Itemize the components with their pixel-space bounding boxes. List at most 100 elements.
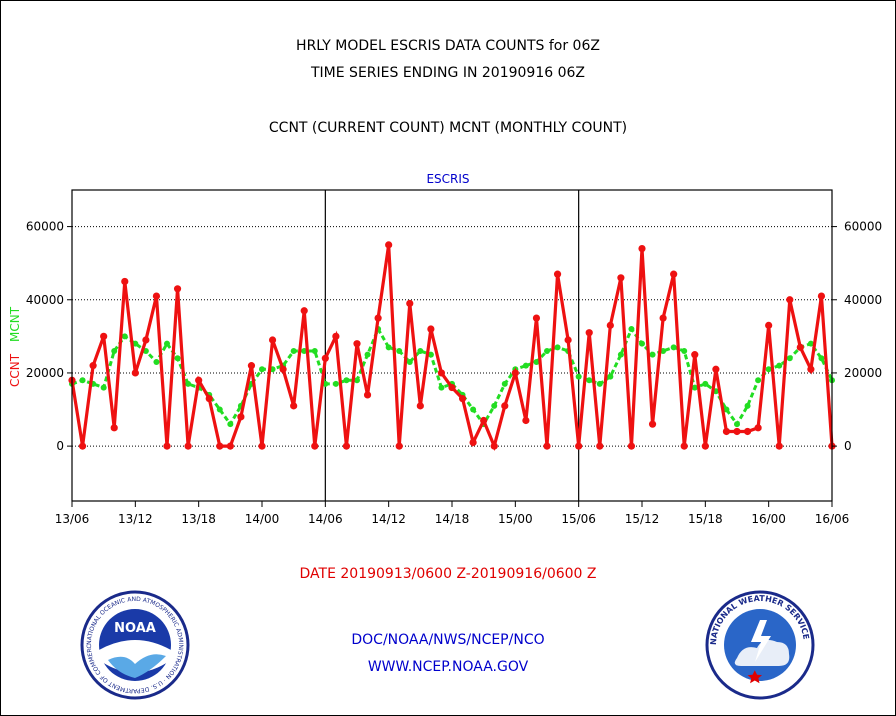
mcnt-point [491, 402, 498, 409]
ccnt-point [100, 332, 108, 340]
footer-website: WWW.NCEP.NOAA.GOV [367, 659, 529, 675]
mcnt-point [132, 340, 139, 347]
y-axis-label-ccnt: CCNT [8, 353, 22, 387]
ccnt-point [585, 329, 593, 337]
ccnt-point [142, 336, 150, 344]
ccnt-point [311, 442, 319, 450]
ccnt-point [480, 416, 488, 425]
ccnt-point [131, 369, 139, 377]
mcnt-point [470, 406, 477, 413]
ccnt-point [490, 442, 498, 450]
ccnt-point [701, 442, 709, 450]
mcnt-point [691, 384, 698, 391]
ccnt-point [722, 427, 731, 436]
x-tick-label: 13/06 [55, 512, 90, 526]
nws-logo: NATIONAL WEATHER SERVICE [705, 590, 815, 700]
mcnt-point [533, 358, 540, 365]
noaa-logo: NATIONAL OCEANIC AND ATMOSPHERIC ADMINIS… [78, 585, 190, 700]
mcnt-point [100, 384, 107, 391]
mcnt-point [586, 377, 593, 384]
ccnt-point [469, 438, 477, 447]
ccnt-point [733, 427, 741, 436]
ccnt-point [754, 424, 762, 432]
ccnt-point [691, 351, 699, 359]
mcnt-point [596, 380, 603, 387]
x-tick-label: 15/06 [561, 512, 596, 526]
ccnt-point [247, 362, 256, 370]
ccnt-point [522, 416, 530, 425]
ccnt-point [670, 270, 678, 278]
x-tick-label: 15/12 [625, 512, 660, 526]
ccnt-point [300, 307, 308, 315]
mcnt-point [628, 326, 635, 333]
mcnt-point [438, 384, 445, 391]
series-ccnt-line [70, 244, 834, 452]
mcnt-point [681, 347, 688, 354]
ccnt-point [216, 442, 224, 450]
y-tick-label-right: 20000 [844, 366, 882, 380]
series-layer [68, 241, 836, 452]
y-tick-label-right: 60000 [844, 220, 882, 234]
x-tick-label: 16/00 [751, 512, 786, 526]
mcnt-point [111, 347, 118, 354]
ccnt-point [606, 321, 614, 329]
ccnt-point [195, 376, 203, 384]
x-tick-label: 14/06 [308, 512, 343, 526]
mcnt-point [385, 344, 392, 351]
x-tick-label: 14/00 [245, 512, 280, 526]
mcnt-point [649, 351, 656, 358]
ccnt-point [332, 332, 340, 340]
mcnt-point [406, 358, 413, 365]
mcnt-point [702, 380, 709, 387]
ccnt-point [796, 343, 804, 351]
mcnt-point [216, 406, 223, 413]
ccnt-point [458, 394, 467, 403]
ccnt-point [89, 362, 97, 370]
x-tick-label: 13/12 [118, 512, 153, 526]
ccnt-point [807, 365, 815, 373]
ccnt-point [321, 354, 329, 362]
plot-border [71, 189, 833, 502]
ccnt-point [395, 442, 403, 450]
ccnt-point [268, 336, 277, 344]
ccnt-point [648, 420, 657, 428]
ccnt-point [258, 442, 266, 450]
mcnt-point [121, 333, 128, 340]
mcnt-point [354, 377, 360, 384]
ccnt-point [765, 321, 773, 329]
ccnt-point [374, 314, 382, 322]
mcnt-point [554, 344, 561, 351]
x-tick-label: 15/18 [688, 512, 723, 526]
x-tick-label: 14/18 [435, 512, 470, 526]
mcnt-point [332, 380, 339, 387]
ccnt-point [205, 394, 213, 403]
chart-title-line-2: TIME SERIES ENDING IN 20190916 06Z [311, 65, 585, 81]
mcnt-point [786, 355, 793, 362]
y-tick-label-left: 20000 [26, 366, 64, 380]
mcnt-point [185, 380, 192, 387]
mcnt-point [501, 380, 508, 387]
ccnt-point [427, 325, 435, 333]
ccnt-point [279, 365, 287, 373]
mcnt-point [227, 421, 234, 428]
mcnt-point [343, 377, 350, 384]
y-tick-label-left: 60000 [26, 220, 64, 234]
ccnt-point [564, 336, 572, 344]
mcnt-point [660, 347, 667, 354]
ccnt-point [152, 292, 161, 300]
ccnt-point [575, 442, 583, 450]
mcnt-point [723, 406, 730, 413]
mcnt-point [522, 362, 529, 369]
mcnt-point [79, 377, 86, 384]
mcnt-point [417, 347, 424, 354]
ccnt-point [163, 442, 171, 450]
chart-title-line-1: HRLY MODEL ESCRIS DATA COUNTS for 06Z [296, 38, 600, 54]
ccnt-point [817, 292, 826, 300]
mcnt-point [617, 351, 624, 358]
mcnt-point [153, 358, 160, 365]
y-tick-label-right: 40000 [844, 293, 882, 307]
ccnt-point [511, 369, 519, 377]
mcnt-point [259, 366, 265, 373]
mcnt-point [734, 421, 740, 428]
